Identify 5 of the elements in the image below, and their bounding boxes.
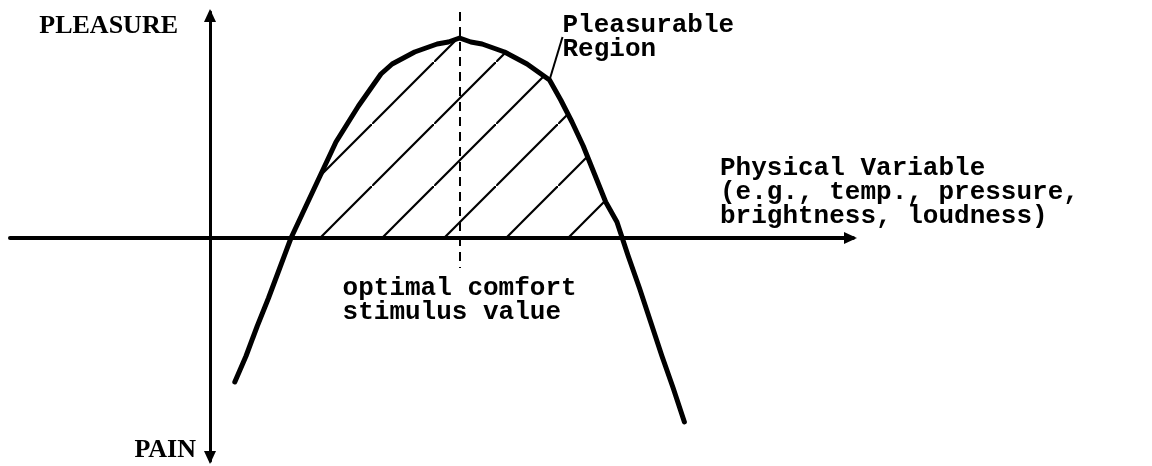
y-axis-title: PLEASURE	[39, 9, 178, 39]
x-axis-title: Physical Variable (e.g., temp., pressure, brightness, loudness)	[720, 153, 1079, 231]
text: PAIN	[134, 433, 197, 463]
series-label: Pleasurable Region	[562, 10, 735, 64]
annotation: optimal comfort stimulus value	[342, 273, 577, 327]
